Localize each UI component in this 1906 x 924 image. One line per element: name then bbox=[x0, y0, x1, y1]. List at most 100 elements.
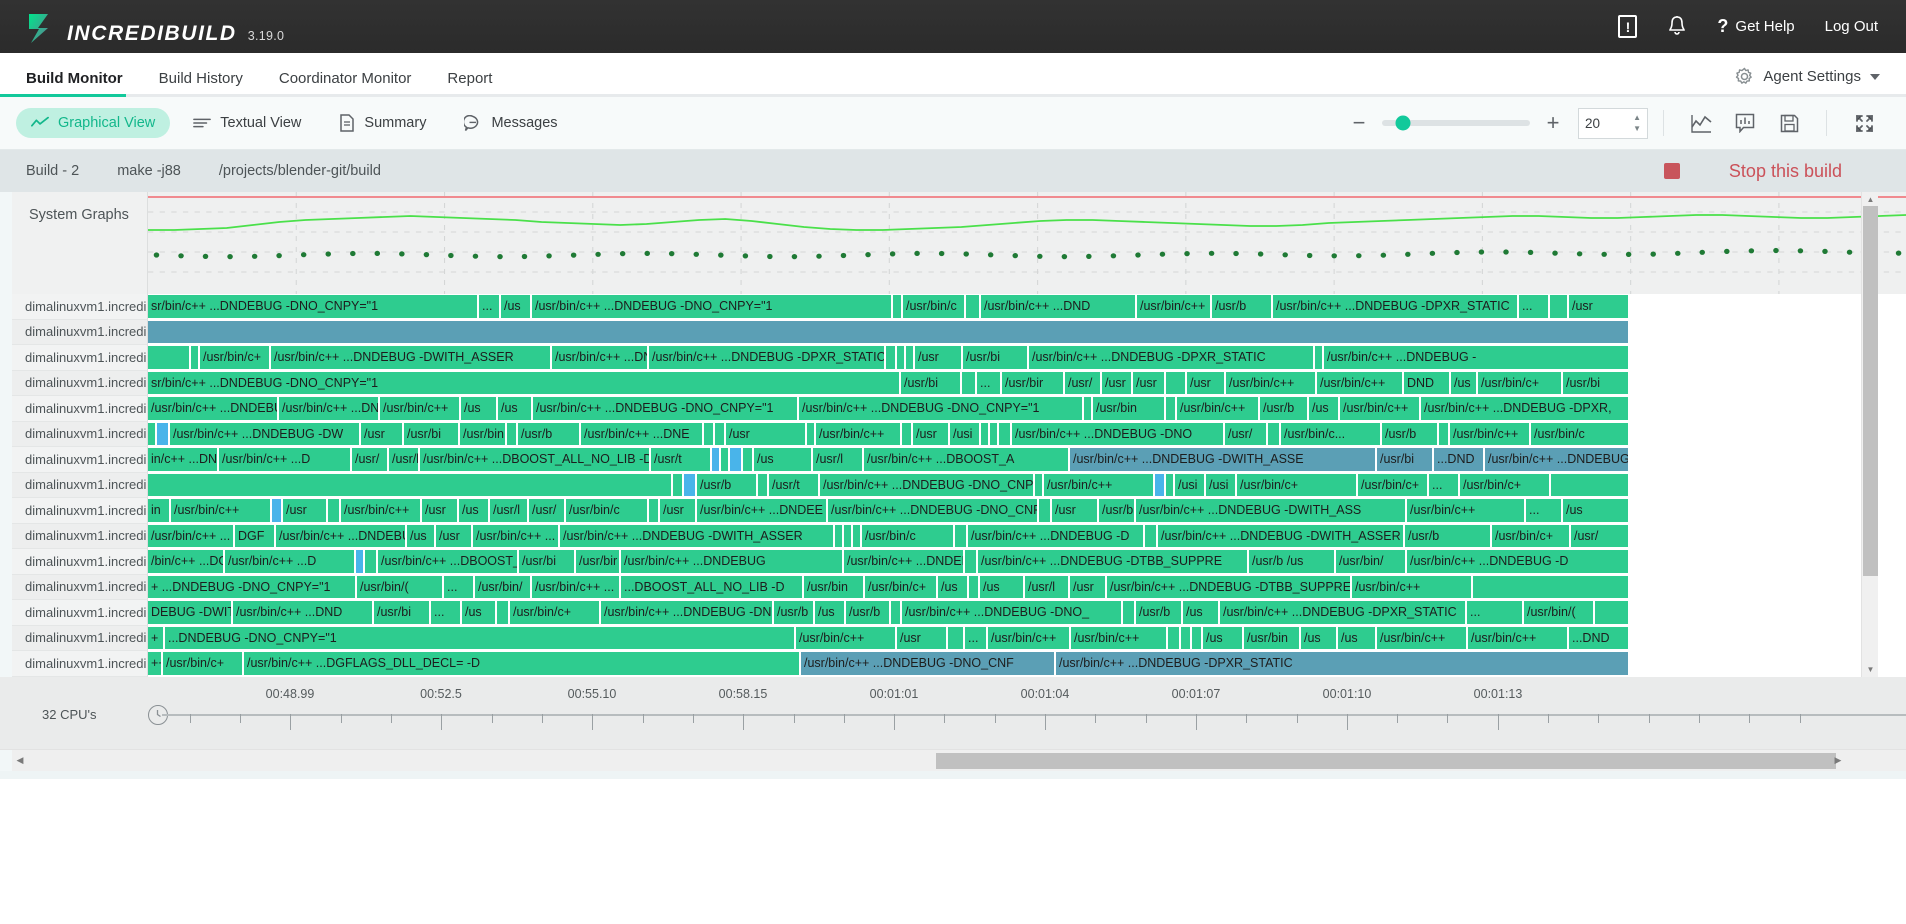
task-bar[interactable]: /usr/bi bbox=[901, 371, 961, 394]
tab-build-monitor[interactable]: Build Monitor bbox=[26, 70, 123, 87]
task-bar[interactable]: /usr bbox=[1569, 295, 1629, 318]
table-row[interactable]: dimalinuxvm1.incredib/usr/bin/c++ ...DND… bbox=[0, 421, 1906, 447]
task-bar[interactable] bbox=[844, 524, 852, 547]
task-bar[interactable]: ... bbox=[431, 601, 461, 624]
task-bar[interactable]: /us bbox=[459, 499, 489, 522]
task-bar[interactable]: /usr/bin/c++ ...DNDEBUG -DWITH_ASSE bbox=[1070, 448, 1376, 471]
task-bar[interactable]: /us bbox=[754, 448, 812, 471]
task-bar[interactable]: /usr/bi bbox=[1377, 448, 1433, 471]
task-bar[interactable] bbox=[891, 601, 901, 624]
task-bar[interactable]: /usr/bin/c++ ...DBOOST_A bbox=[864, 448, 1069, 471]
task-bar[interactable]: /usr/bin/c bbox=[903, 295, 965, 318]
task-bar[interactable]: /usr/bin/c++ ...DNDEBUG -DNO_ bbox=[902, 601, 1122, 624]
task-bars-cell[interactable]: /usr/b/usr/t/usr/bin/c++ ...DNDEBUG -DNO… bbox=[148, 472, 1906, 498]
scroll-left-icon[interactable]: ◀ bbox=[16, 755, 24, 765]
task-bars-cell[interactable]: /usr/bin/c++ ... DGF/usr/bin/c++ ...DNDEB… bbox=[148, 523, 1906, 549]
task-bar[interactable]: /usr/bin/c++ ...DNDEBUG -DPXR_STATIC bbox=[649, 346, 885, 369]
task-bars-cell[interactable]: /usr/bin/c+/usr/bin/c++ ...DNDEBUG -DWIT… bbox=[148, 345, 1906, 371]
task-bar[interactable]: in/c++ ...DND bbox=[148, 448, 218, 471]
task-bar[interactable]: /usr/bin/c++ ...DNDEBUG -DNO_CNPY="1 bbox=[533, 397, 798, 420]
task-bar[interactable]: /usr bbox=[283, 499, 327, 522]
stop-build-button[interactable]: Stop this build bbox=[1663, 161, 1880, 182]
task-bar[interactable]: /usr/bin/c++ ...DNDEBUG - bbox=[1324, 346, 1629, 369]
task-bar[interactable]: /usr bbox=[1187, 371, 1225, 394]
table-row[interactable]: dimalinuxvm1.incredib/usr/bin/c+/usr/bin… bbox=[0, 345, 1906, 371]
task-bar[interactable] bbox=[906, 346, 914, 369]
task-bar[interactable] bbox=[962, 371, 976, 394]
task-bar[interactable]: /usr/bin/c++ bbox=[988, 626, 1070, 649]
task-bar[interactable]: /usr/bin/c++ bbox=[1377, 626, 1467, 649]
task-bar[interactable]: /usr/t bbox=[651, 448, 711, 471]
task-bar[interactable] bbox=[955, 524, 967, 547]
task-bar[interactable]: /usr/b bbox=[1260, 397, 1308, 420]
task-bar[interactable]: /usr/bin/c++ ...DNDEBUG -DNO bbox=[1012, 422, 1224, 445]
task-bar[interactable]: /us bbox=[461, 397, 497, 420]
scroll-down-icon[interactable]: ▼ bbox=[1866, 665, 1875, 674]
task-bars-cell[interactable]: in/usr/bin/c++/usr/usr/bin/c++/usr/us/us… bbox=[148, 498, 1906, 524]
table-row[interactable]: dimalinuxvm1.incredib/usr/bin/c++ ... DGF… bbox=[0, 523, 1906, 549]
stepper-arrows[interactable]: ▲ ▼ bbox=[1633, 113, 1641, 133]
table-row[interactable]: dimalinuxvm1.incredib/usr/b/usr/t/usr/bi… bbox=[0, 472, 1906, 498]
task-bar[interactable] bbox=[1439, 422, 1449, 445]
task-bar[interactable]: /us bbox=[498, 397, 532, 420]
task-bar[interactable]: /us bbox=[938, 575, 968, 598]
task-bar[interactable] bbox=[886, 346, 896, 369]
textual-view-button[interactable]: Textual View bbox=[178, 108, 316, 138]
task-bar[interactable]: /usr/bin/c++ ...DND bbox=[233, 601, 373, 624]
graphical-view-button[interactable]: Graphical View bbox=[16, 108, 171, 138]
agent-gantt-chart[interactable]: dimalinuxvm1.incredib sr/bin/c++ ...DNDEB… bbox=[0, 294, 1906, 677]
task-bar[interactable]: /usi bbox=[950, 422, 980, 445]
task-bars-cell[interactable]: /usr/bin/c++ ...DNDEBUG/usr/bin/c++ ...D… bbox=[148, 396, 1906, 422]
table-row[interactable]: dimalinuxvm1.incredib bbox=[0, 319, 1906, 345]
task-bar[interactable]: /usr/bin/c bbox=[862, 524, 954, 547]
task-bar[interactable]: /usr/bin/c++ ...DNDEBUG -DPXR_STATIC bbox=[1273, 295, 1518, 318]
task-bar[interactable]: /usr bbox=[897, 626, 947, 649]
zoom-level-input[interactable] bbox=[1585, 115, 1629, 131]
task-bar[interactable]: /usr/bin/c++ ...DNDEBUG -DWITH_ASSER bbox=[1158, 524, 1404, 547]
task-bar[interactable]: /usr/b bbox=[1382, 422, 1438, 445]
task-bars-cell[interactable]: sr/bin/c++ ...DNDEBUG -DNO_CNPY="1.../us… bbox=[148, 294, 1906, 320]
task-bar[interactable]: /usr/bin/c++ ...DNDEBUG -DTBB_SUPPRE bbox=[1107, 575, 1351, 598]
task-bar[interactable]: /usr/l bbox=[389, 448, 419, 471]
task-bar[interactable]: /usr/bin/c++ ... bbox=[532, 575, 620, 598]
task-bar[interactable]: /usr/bi bbox=[519, 550, 575, 573]
task-bar[interactable]: ... bbox=[1429, 473, 1459, 496]
task-bar[interactable] bbox=[1123, 601, 1135, 624]
task-bar[interactable]: /usr/bin/c++ bbox=[1071, 626, 1167, 649]
task-bar[interactable]: /us bbox=[1338, 626, 1376, 649]
task-bar[interactable]: ... bbox=[977, 371, 1001, 394]
task-bar[interactable]: /us bbox=[1563, 499, 1629, 522]
task-bar[interactable]: /us bbox=[1301, 626, 1337, 649]
task-bar[interactable]: /usr/bin/c++ ...DN bbox=[552, 346, 648, 369]
task-bar[interactable]: /usr/ bbox=[529, 499, 565, 522]
task-bar[interactable]: /usr/b bbox=[846, 601, 890, 624]
scroll-right-icon[interactable]: ▶ bbox=[1834, 755, 1842, 765]
task-bar[interactable]: /usr/t bbox=[769, 473, 819, 496]
task-bar[interactable] bbox=[1155, 473, 1165, 496]
task-bar[interactable]: /usr/bin bbox=[460, 422, 506, 445]
task-bar[interactable]: /usr/bin/c++ ...DNDEBUG -DNO_CNPY="1 bbox=[532, 295, 892, 318]
task-bar[interactable]: /usr/bin/c++ bbox=[816, 422, 901, 445]
task-bar[interactable]: /usr/bin/ bbox=[475, 575, 531, 598]
task-bar[interactable]: /usr bbox=[361, 422, 403, 445]
task-bar[interactable]: /usr/bin/c++ bbox=[1226, 371, 1316, 394]
table-row[interactable]: dimalinuxvm1.incredib/bin/c++ ...DGFLAGS… bbox=[0, 549, 1906, 575]
task-bars-cell[interactable]: + ...DNDEBUG -DNO_CNPY="1/usr/bin/c++/usr… bbox=[148, 625, 1906, 651]
alert-icon[interactable]: ! bbox=[1618, 15, 1638, 38]
task-bar[interactable]: + ...DNDEBUG -DNO_CNPY="1 bbox=[148, 575, 356, 598]
task-bar[interactable] bbox=[902, 422, 912, 445]
task-bar[interactable]: /usr/bin/c+ bbox=[1460, 473, 1550, 496]
task-bars-cell[interactable] bbox=[148, 319, 1906, 345]
table-row[interactable]: dimalinuxvm1.incredib sr/bin/c++ ...DNDEB… bbox=[0, 370, 1906, 396]
task-bar[interactable] bbox=[990, 422, 998, 445]
task-bar[interactable]: ...DBOOST_ALL_NO_LIB -D bbox=[621, 575, 803, 598]
task-bar[interactable] bbox=[999, 422, 1011, 445]
task-bar[interactable] bbox=[1166, 397, 1176, 420]
task-bar[interactable] bbox=[148, 320, 1629, 343]
task-bar[interactable]: /usr/bin/c++ ...DNDEBUG -DPXR_STATIC bbox=[1220, 601, 1466, 624]
task-bar[interactable]: /usr/bin/c++ bbox=[1352, 575, 1472, 598]
task-bar[interactable]: /usr/bin/c+ bbox=[1237, 473, 1357, 496]
scroll-up-icon[interactable]: ▲ bbox=[1866, 194, 1875, 204]
task-bar[interactable]: /usi bbox=[1175, 473, 1205, 496]
task-bar[interactable]: /usr/ bbox=[1571, 524, 1629, 547]
